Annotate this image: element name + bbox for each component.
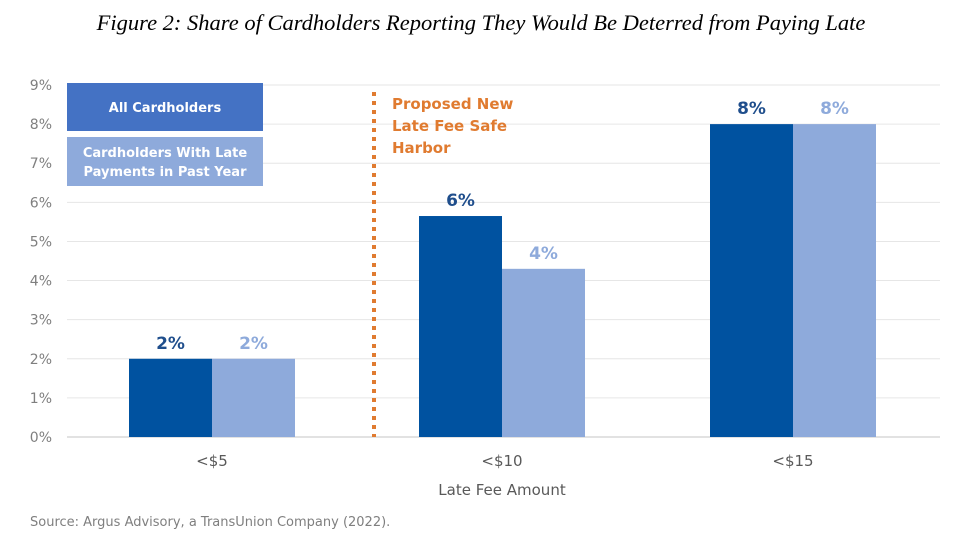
data-label: 6% [446, 191, 475, 211]
data-label: 8% [737, 99, 766, 119]
legend: All Cardholders Cardholders With Late Paym… [67, 83, 263, 186]
y-tick-label: 0% [30, 430, 52, 446]
data-label: 2% [239, 334, 268, 354]
bars [129, 124, 876, 437]
legend-label: Payments in Past Year [83, 165, 247, 180]
legend-swatch [67, 137, 263, 186]
y-tick-label: 7% [30, 156, 52, 172]
data-label: 8% [820, 99, 849, 119]
annotation-line: Harbor [392, 139, 451, 157]
y-tick-label: 2% [30, 352, 52, 368]
y-tick-label: 5% [30, 234, 52, 250]
bar [212, 358, 295, 437]
bar [793, 124, 876, 437]
data-label: 4% [529, 244, 558, 264]
y-tick-label: 6% [30, 195, 52, 211]
y-tick-label: 1% [30, 391, 52, 407]
bar [129, 358, 212, 437]
legend-swatch [67, 83, 263, 131]
x-tick-label: <$5 [196, 452, 228, 470]
legend-label: Cardholders With Late [83, 146, 248, 161]
y-tick-label: 4% [30, 274, 52, 290]
bar [419, 216, 502, 437]
x-axis-label: Late Fee Amount [438, 481, 566, 499]
y-axis-ticks: 0% 1% 2% 3% 4% 5% 6% 7% 8% 9% [30, 78, 52, 446]
annotation-line: Late Fee Safe [392, 117, 507, 135]
source-note: Source: Argus Advisory, a TransUnion Com… [30, 515, 390, 530]
x-tick-label: <$15 [772, 452, 813, 470]
y-tick-label: 9% [30, 78, 52, 94]
x-tick-label: <$10 [481, 452, 522, 470]
bar [710, 124, 793, 437]
x-axis-ticks: <$5 <$10 <$15 [196, 452, 813, 470]
data-label: 2% [156, 334, 185, 354]
data-labels: 2% 2% 6% 4% 8% 8% [156, 99, 849, 354]
annotation-line: Proposed New [392, 95, 514, 113]
bar [502, 268, 585, 437]
y-tick-label: 3% [30, 313, 52, 329]
safe-harbor-annotation: Proposed New Late Fee Safe Harbor [392, 95, 514, 157]
legend-label: All Cardholders [109, 101, 222, 116]
chart-title: Figure 2: Share of Cardholders Reporting… [96, 10, 866, 35]
y-tick-label: 8% [30, 117, 52, 133]
